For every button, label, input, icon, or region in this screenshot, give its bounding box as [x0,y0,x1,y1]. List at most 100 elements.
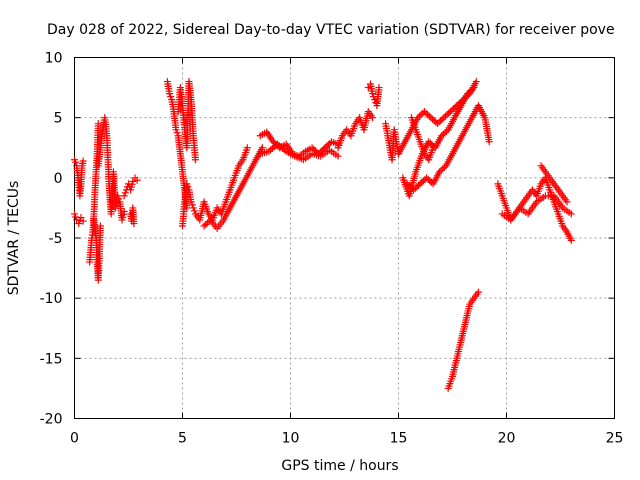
data-point [243,144,251,152]
data-point [445,109,453,117]
data-point [189,204,197,212]
data-point [416,112,424,120]
data-point [190,207,198,215]
data-point [130,220,138,228]
data-point [280,146,288,154]
data-point [73,216,81,224]
data-point [311,147,319,155]
grid [74,57,615,419]
data-point [414,181,422,189]
data-point [441,129,449,137]
y-tick-label: 10 [45,51,63,67]
data-point [79,217,87,225]
data-point [439,130,447,138]
data-point [419,177,427,185]
data-point [77,214,85,222]
data-point [567,210,575,218]
data-point [485,138,493,146]
data-point [269,138,277,146]
data-point [120,192,128,200]
data-point [133,176,141,184]
data-point [418,178,426,186]
data-point [72,158,80,166]
data-point [468,85,476,93]
data-point [438,132,446,140]
data-point [172,126,180,134]
data-point [440,114,448,122]
data-point [121,189,129,197]
data-point [200,222,208,230]
data-point [405,181,413,189]
data-point [433,120,441,128]
x-tick-label: 20 [498,431,516,447]
data-point [166,90,174,98]
data-point [326,139,334,147]
data-point [369,114,377,122]
data-point [446,108,454,116]
data-point [413,183,421,191]
data-point [173,129,181,137]
data-point [441,112,449,120]
data-point [439,165,447,173]
data-point [115,195,123,203]
y-tick-label: -20 [40,412,63,428]
data-point [426,177,434,185]
data-point [79,157,87,165]
data-point [129,177,137,185]
y-tick-label: -10 [40,291,63,307]
data-point [563,198,571,206]
data-point [375,84,383,92]
data-point [465,88,473,96]
x-axis-title: GPS time / hours [281,458,398,474]
data-point [436,168,444,176]
data-point [424,111,432,119]
data-point [470,84,478,92]
data-point [430,117,438,125]
x-tick-label: 15 [390,431,408,447]
data-points [71,78,575,392]
data-point [437,117,445,125]
data-point [205,217,213,225]
data-point [308,144,316,152]
x-tick-label: 10 [282,431,300,447]
data-point [414,114,422,122]
data-point [472,78,480,86]
data-point [410,186,418,194]
data-point [324,141,332,149]
data-point [417,111,425,119]
data-point [474,288,482,296]
data-point [426,139,434,147]
data-point [411,184,419,192]
data-point [183,180,191,188]
data-point [437,166,445,174]
data-point [203,219,211,227]
data-point [443,111,451,119]
data-point [334,152,342,160]
data-point [120,208,128,216]
y-tick-label: 5 [54,111,63,127]
data-point [464,90,472,98]
chart-title: Day 028 of 2022, Sidereal Day-to-day VTE… [47,22,615,38]
y-axis-title: SDTVAR / TECUs [6,181,22,296]
data-point [422,109,430,117]
data-point [443,127,451,135]
x-tick-label: 25 [606,431,624,447]
data-point [438,115,446,123]
data-point [94,120,102,128]
data-point [429,144,437,152]
data-point [427,114,435,122]
data-point [72,213,80,221]
x-tick-label: 0 [70,431,79,447]
data-point [424,175,432,183]
data-point [425,138,433,146]
data-point [440,163,448,171]
data-point [184,183,192,191]
data-point [450,105,458,113]
data-point [448,106,456,114]
y-tick-label: 0 [54,171,63,187]
data-point [114,192,122,200]
data-point [191,156,199,164]
data-point [188,201,196,209]
y-tick-label: -5 [49,231,63,247]
x-tick-label: 5 [178,431,187,447]
